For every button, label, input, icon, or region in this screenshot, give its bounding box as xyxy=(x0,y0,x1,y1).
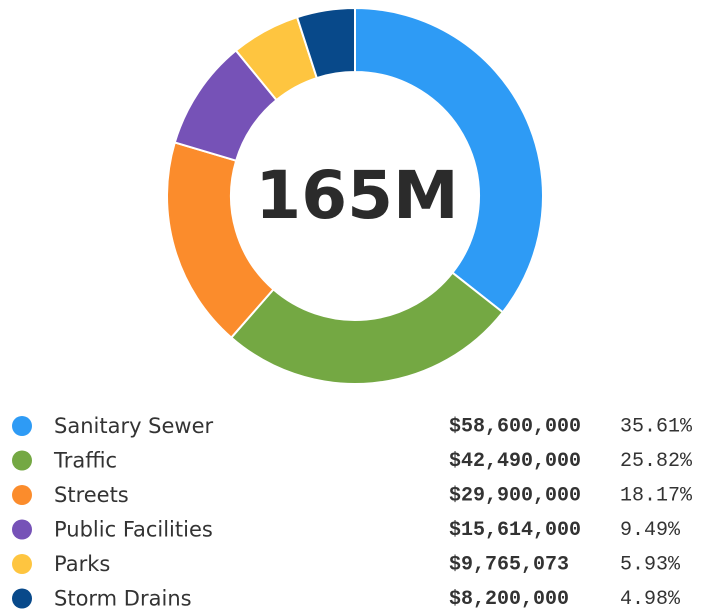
share: 9.49% xyxy=(620,519,681,542)
slice xyxy=(229,271,505,385)
legend-swatch xyxy=(12,416,32,436)
legend-swatch xyxy=(12,588,32,609)
legend-label: Streets xyxy=(54,483,129,507)
slice xyxy=(354,6,544,314)
amount: $42,490,000 xyxy=(449,450,581,473)
amount: $8,200,000 xyxy=(449,588,569,611)
share: 5.93% xyxy=(620,553,681,576)
amount: $58,600,000 xyxy=(449,415,581,438)
amount: $15,614,000 xyxy=(449,519,581,542)
share: 4.98% xyxy=(620,588,681,611)
legend-label: Storm Drains xyxy=(54,587,192,611)
legend-swatch xyxy=(12,450,32,471)
legend-label: Sanitary Sewer xyxy=(54,414,214,438)
legend-swatch xyxy=(12,519,32,540)
legend-swatch xyxy=(12,554,32,574)
slice xyxy=(295,6,356,80)
legend-label: Parks xyxy=(54,552,110,576)
share: 25.82% xyxy=(620,450,693,473)
legend-label: Public Facilities xyxy=(54,518,213,542)
center-label: 165M xyxy=(255,157,458,234)
amount: $29,900,000 xyxy=(449,484,581,507)
legend-label: Traffic xyxy=(53,449,117,473)
share: 35.61% xyxy=(620,415,693,438)
share: 18.17% xyxy=(620,484,693,507)
legend-swatch xyxy=(12,485,32,505)
amount: $9,765,073 xyxy=(449,553,569,576)
